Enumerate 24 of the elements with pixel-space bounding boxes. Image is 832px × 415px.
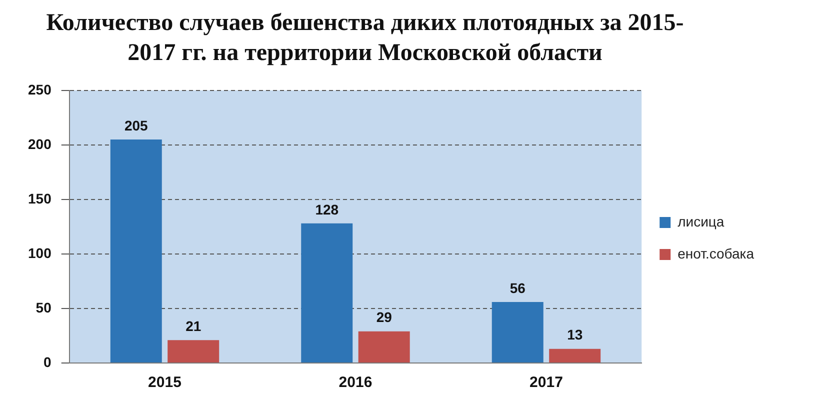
data-label: 128: [315, 201, 339, 218]
data-label: 21: [186, 318, 202, 334]
bar: [492, 302, 544, 362]
bar: [301, 223, 353, 362]
legend-label: енот.собака: [678, 245, 754, 262]
y-tick-label: 200: [28, 136, 52, 152]
x-tick-label: 2016: [338, 374, 372, 392]
y-tick-label: 250: [28, 81, 52, 98]
y-tick-label: 150: [28, 190, 52, 206]
y-tick-label: 0: [44, 354, 52, 370]
bar: [549, 348, 601, 362]
data-label: 56: [510, 280, 526, 296]
bar: [110, 139, 162, 362]
bar: [168, 340, 220, 362]
data-label: 205: [124, 117, 148, 134]
data-label: 29: [376, 309, 392, 326]
data-label: 13: [567, 326, 583, 343]
y-tick-label: 50: [36, 299, 52, 316]
bar: [358, 331, 410, 362]
chart-title: Количество случаев бешенства диких плотоядных за 2015-2017 гг. на территории Московской области: [45, 9, 685, 68]
x-tick-label: 2015: [148, 374, 182, 392]
legend-label: лисица: [678, 213, 724, 230]
y-tick-label: 100: [28, 244, 52, 261]
x-tick-label: 2017: [530, 374, 563, 392]
